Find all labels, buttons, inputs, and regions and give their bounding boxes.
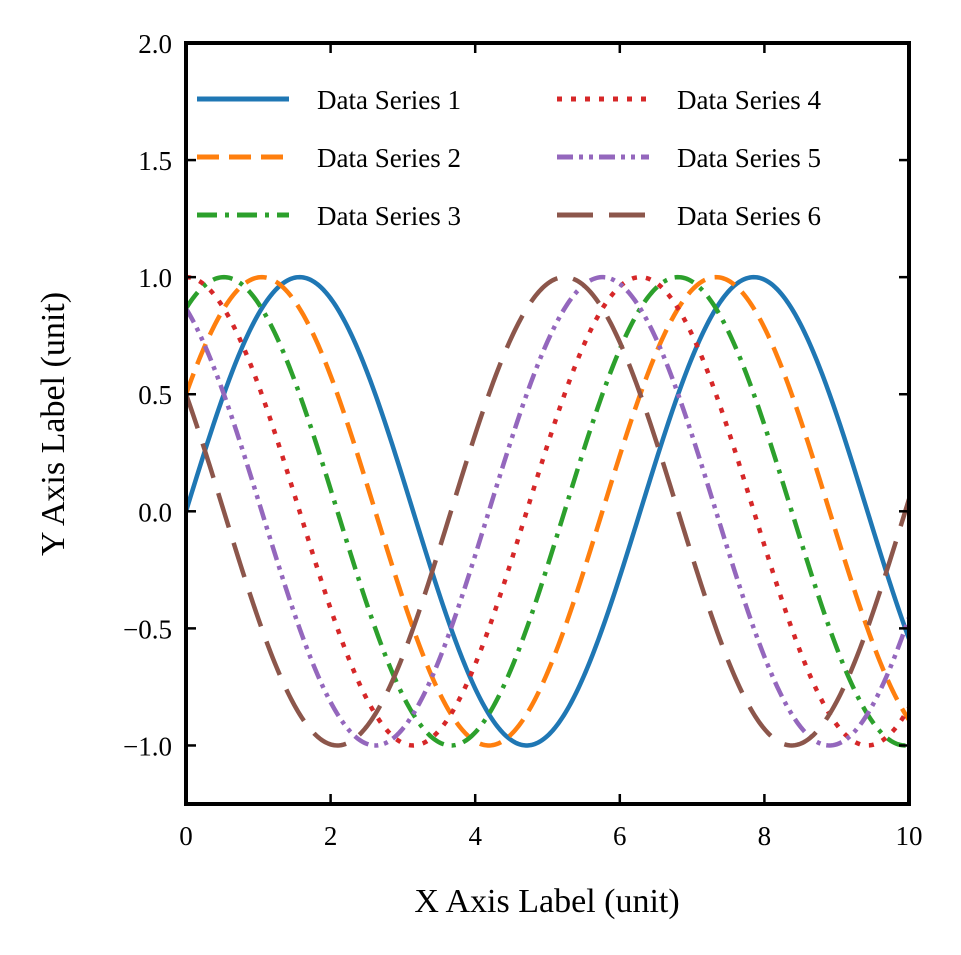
series-line-6	[186, 274, 909, 748]
legend-label-3: Data Series 3	[317, 201, 461, 231]
legend-label-1: Data Series 1	[317, 85, 461, 115]
y-axis-title: Y Axis Label (unit)	[35, 292, 72, 556]
x-tick-label: 6	[613, 821, 627, 851]
series-line-3	[186, 274, 909, 748]
legend-label-4: Data Series 4	[677, 85, 821, 115]
plot-frame	[184, 41, 911, 806]
series-layer	[186, 274, 909, 748]
series-line-1	[186, 274, 909, 748]
x-axis-title: X Axis Label (unit)	[414, 883, 679, 920]
y-tick-label: 2.0	[138, 29, 172, 59]
x-tick-label: 4	[468, 821, 482, 851]
x-tick-label: 8	[758, 821, 772, 851]
legend-label-5: Data Series 5	[677, 143, 821, 173]
legend-label-6: Data Series 6	[677, 201, 821, 231]
legend-label-2: Data Series 2	[317, 143, 461, 173]
series-line-5	[186, 274, 909, 748]
x-tick-label: 2	[324, 821, 338, 851]
y-tick-label: 1.0	[138, 263, 172, 293]
ticks-layer: 0 2 4 6 8 10 −1.0 −0.5 0.0 0.5 1.0 1.5 2.0	[123, 29, 922, 851]
y-tick-label: −0.5	[123, 614, 172, 644]
y-tick-label: 0.0	[138, 497, 172, 527]
y-tick-label: 1.5	[138, 146, 172, 176]
legend: Data Series 1 Data Series 2 Data Series 3 D…	[197, 85, 821, 231]
y-tick-label: −1.0	[123, 731, 172, 761]
series-line-2	[186, 274, 909, 748]
x-tick-label: 0	[179, 821, 193, 851]
y-tick-label: 0.5	[138, 380, 172, 410]
x-tick-label: 10	[896, 821, 923, 851]
